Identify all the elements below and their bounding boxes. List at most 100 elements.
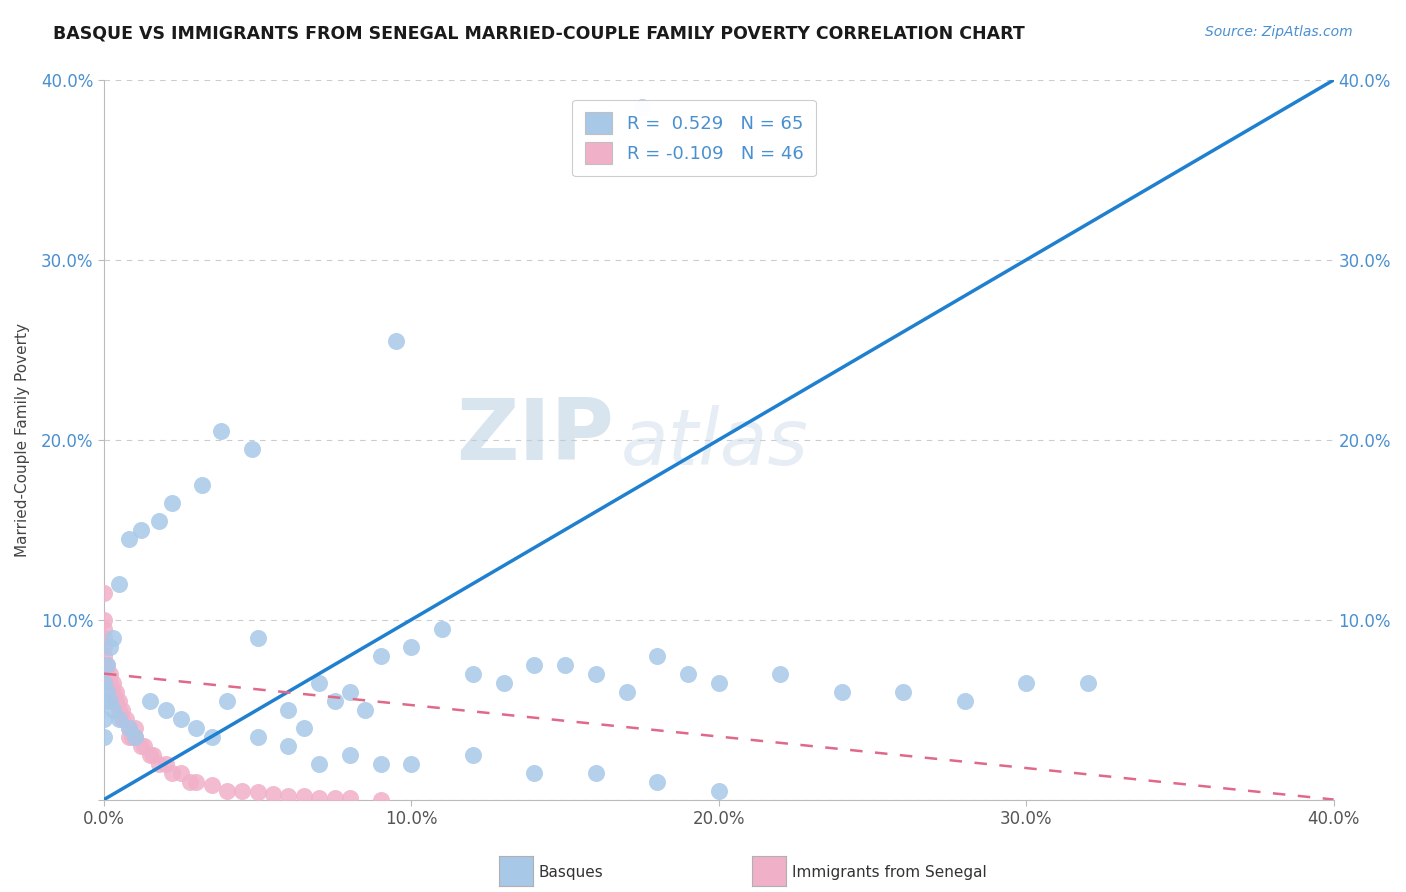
Point <box>292 721 315 735</box>
Point <box>170 712 193 726</box>
Point <box>108 712 131 726</box>
Point <box>103 675 125 690</box>
Point <box>707 675 730 690</box>
Point <box>108 702 131 716</box>
Point <box>93 730 115 744</box>
Point <box>323 693 346 707</box>
Point <box>117 532 139 546</box>
Point <box>292 789 315 803</box>
Point <box>401 640 423 654</box>
Point <box>93 648 115 663</box>
Legend: R =  0.529   N = 65, R = -0.109   N = 46: R = 0.529 N = 65, R = -0.109 N = 46 <box>572 100 815 177</box>
Point <box>953 693 976 707</box>
Point <box>121 730 143 744</box>
Point <box>308 790 330 805</box>
Point <box>323 790 346 805</box>
Point <box>277 739 299 753</box>
Point <box>308 756 330 771</box>
Point <box>554 657 576 672</box>
Point <box>209 424 232 438</box>
Point <box>103 702 125 716</box>
Point <box>707 783 730 797</box>
Point <box>647 648 669 663</box>
Point <box>98 675 121 690</box>
Point <box>93 585 115 599</box>
Point <box>117 730 139 744</box>
Point <box>308 675 330 690</box>
Point <box>430 622 453 636</box>
Point <box>370 792 392 806</box>
Point <box>385 334 408 348</box>
Point <box>114 712 136 726</box>
Point <box>246 631 269 645</box>
Point <box>142 747 165 762</box>
Point <box>96 657 118 672</box>
Point <box>461 666 484 681</box>
Point <box>616 684 638 698</box>
Point <box>676 666 699 681</box>
Point <box>461 747 484 762</box>
Point <box>96 666 118 681</box>
Y-axis label: Married-Couple Family Poverty: Married-Couple Family Poverty <box>15 323 30 557</box>
Point <box>155 702 177 716</box>
Point <box>179 774 201 789</box>
Point <box>186 721 208 735</box>
Text: Immigrants from Senegal: Immigrants from Senegal <box>792 865 987 880</box>
Point <box>155 756 177 771</box>
Point <box>891 684 914 698</box>
Point <box>108 576 131 591</box>
Point <box>1077 675 1099 690</box>
Point <box>339 684 361 698</box>
Point <box>108 693 131 707</box>
Point <box>370 756 392 771</box>
Point <box>492 675 515 690</box>
Point <box>231 783 253 797</box>
Point <box>246 730 269 744</box>
Point <box>96 684 118 698</box>
Point <box>262 787 284 801</box>
Point <box>132 739 155 753</box>
Point <box>523 765 546 780</box>
Point <box>93 613 115 627</box>
Point <box>148 756 170 771</box>
Point <box>148 514 170 528</box>
Point <box>215 693 238 707</box>
Point <box>647 774 669 789</box>
Point <box>124 730 146 744</box>
Point <box>769 666 792 681</box>
Point <box>93 712 115 726</box>
Point <box>103 684 125 698</box>
Point <box>98 666 121 681</box>
Point <box>585 666 607 681</box>
Text: BASQUE VS IMMIGRANTS FROM SENEGAL MARRIED-COUPLE FAMILY POVERTY CORRELATION CHAR: BASQUE VS IMMIGRANTS FROM SENEGAL MARRIE… <box>53 25 1025 43</box>
Point <box>129 523 152 537</box>
Point <box>93 631 115 645</box>
Point <box>117 721 139 735</box>
Point <box>401 756 423 771</box>
Point <box>160 765 183 780</box>
Point <box>246 785 269 799</box>
Point <box>170 765 193 780</box>
Point <box>339 790 361 805</box>
Point <box>96 657 118 672</box>
Point <box>111 702 134 716</box>
Point <box>277 702 299 716</box>
Point <box>124 730 146 744</box>
Text: Source: ZipAtlas.com: Source: ZipAtlas.com <box>1205 25 1353 39</box>
Point <box>215 783 238 797</box>
Text: Basques: Basques <box>538 865 603 880</box>
Point <box>93 693 115 707</box>
Point <box>370 648 392 663</box>
Point <box>93 657 115 672</box>
Point <box>124 721 146 735</box>
Point <box>93 640 115 654</box>
Point <box>93 675 115 690</box>
Point <box>831 684 853 698</box>
Point <box>103 631 125 645</box>
Text: ZIP: ZIP <box>457 394 614 477</box>
Point <box>111 712 134 726</box>
Point <box>129 739 152 753</box>
Point <box>523 657 546 672</box>
Text: atlas: atlas <box>620 405 808 482</box>
Point <box>631 100 654 114</box>
